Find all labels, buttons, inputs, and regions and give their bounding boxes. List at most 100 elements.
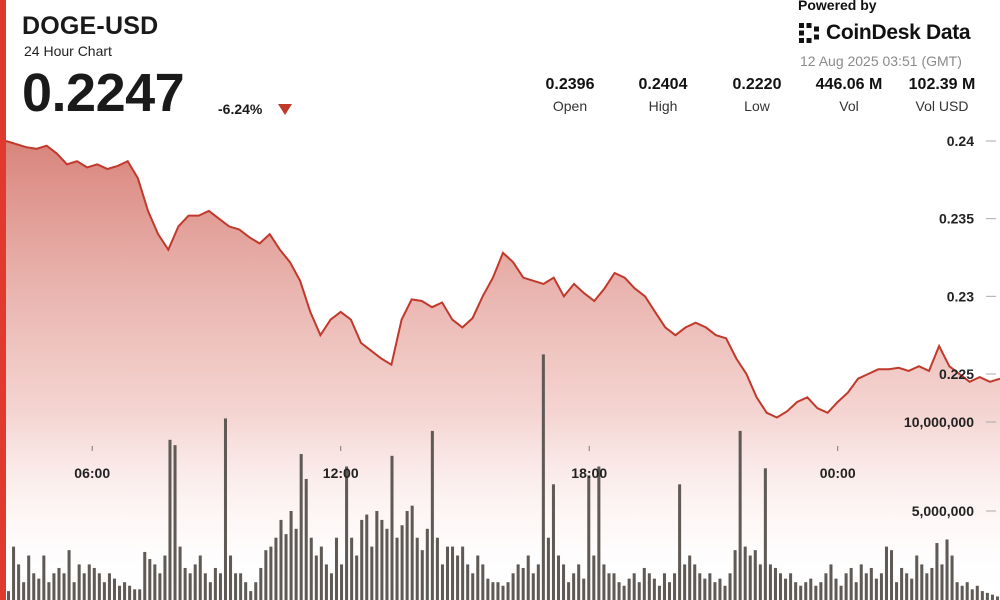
stat-label: Low: [744, 98, 770, 114]
price-change: -6.24%: [218, 101, 263, 117]
volume-bar: [375, 511, 379, 600]
volume-bar: [259, 567, 263, 600]
volume-bar: [662, 573, 666, 600]
volume-bar: [683, 564, 687, 600]
volume-bar: [360, 519, 364, 600]
volume-bar: [314, 555, 318, 600]
volume-bar: [380, 519, 384, 600]
volume-bar: [708, 573, 712, 600]
volume-bar: [521, 567, 525, 600]
volume-bar: [637, 582, 641, 600]
volume-bar: [37, 578, 41, 600]
volume-bar: [925, 573, 929, 600]
volume-bar: [294, 528, 298, 600]
volume-bar: [22, 582, 26, 600]
volume-bar: [905, 573, 909, 600]
symbol-title: DOGE-USD: [22, 12, 159, 40]
down-arrow-icon: [278, 104, 292, 115]
volume-bar: [304, 478, 308, 600]
volume-bar: [511, 573, 515, 600]
volume-bar: [960, 585, 964, 600]
volume-bar: [587, 475, 591, 600]
volume-bar: [910, 578, 914, 600]
volume-bar: [213, 567, 217, 600]
volume-bar: [274, 537, 278, 600]
volume-bar: [773, 567, 777, 600]
price-tick-label: 0.24: [947, 133, 974, 149]
volume-bar: [562, 564, 566, 600]
volume-bar: [405, 511, 409, 600]
volume-bar: [168, 439, 172, 600]
volume-bar: [597, 466, 601, 600]
volume-bar: [239, 573, 243, 600]
volume-bar: [940, 564, 944, 600]
volume-bar: [476, 555, 480, 600]
time-tick-label: 18:00: [571, 465, 607, 481]
volume-bar: [844, 573, 848, 600]
volume-bar: [673, 573, 677, 600]
volume-bar: [859, 564, 863, 600]
volume-bar: [965, 582, 969, 600]
volume-bar: [491, 582, 495, 600]
volume-bar: [340, 564, 344, 600]
volume-bar: [319, 546, 323, 600]
volume-bar: [814, 585, 818, 600]
volume-bar: [743, 546, 747, 600]
volume-axis: 10,000,000 5,000,000: [904, 414, 996, 519]
volume-bar: [748, 555, 752, 600]
time-tick-label: 00:00: [820, 465, 856, 481]
volume-bar: [218, 573, 222, 600]
stat-label: Vol: [839, 98, 859, 114]
volume-bar: [395, 537, 399, 600]
volume-bar: [249, 591, 253, 600]
volume-bar: [471, 573, 475, 600]
volume-bar: [718, 578, 722, 600]
volume-bar: [768, 564, 772, 600]
volume-tick-label: 10,000,000: [904, 414, 974, 430]
volume-bar: [284, 534, 288, 600]
volume-bar: [572, 573, 576, 600]
volume-bar: [531, 573, 535, 600]
stat-low: 0.2220 Low: [711, 76, 803, 114]
volume-bar: [390, 455, 394, 600]
volume-bar: [874, 578, 878, 600]
volume-bar: [642, 567, 646, 600]
volume-bar: [829, 564, 833, 600]
volume-bar: [208, 582, 212, 600]
volume-bar: [52, 573, 56, 600]
volume-bar: [758, 564, 762, 600]
volume-bar: [62, 573, 66, 600]
volume-bar: [869, 567, 873, 600]
volume-bar: [198, 555, 202, 600]
volume-bar: [506, 582, 510, 600]
volume-bar: [350, 537, 354, 600]
volume-bar: [657, 585, 661, 600]
volume-bar: [824, 573, 828, 600]
volume-bar: [541, 354, 545, 600]
time-tick-label: 12:00: [323, 465, 359, 481]
stat-label: Vol USD: [915, 98, 969, 114]
volume-bar: [345, 466, 349, 600]
volume-bar: [42, 555, 46, 600]
volume-bar: [163, 555, 167, 600]
volume-bar: [713, 582, 717, 600]
volume-bar: [148, 559, 152, 600]
volume-bar: [556, 555, 561, 600]
volume-bar: [884, 546, 888, 600]
volume-bar: [516, 564, 520, 600]
timestamp: 12 Aug 2025 03:51 (GMT): [800, 53, 962, 69]
volume-bar: [77, 564, 81, 600]
volume-bar: [678, 484, 682, 600]
volume-bar: [839, 585, 843, 600]
volume-bar: [440, 564, 444, 600]
volume-bar: [723, 585, 727, 600]
volume-bar: [173, 445, 177, 600]
volume-bar: [945, 539, 949, 600]
volume-bar: [995, 596, 999, 600]
volume-bar: [900, 567, 904, 600]
volume-bar: [582, 578, 586, 600]
volume-bar: [990, 594, 994, 600]
volume-bar: [133, 589, 137, 600]
stat-value: 102.39 M: [908, 76, 976, 93]
volume-bar: [879, 573, 883, 600]
